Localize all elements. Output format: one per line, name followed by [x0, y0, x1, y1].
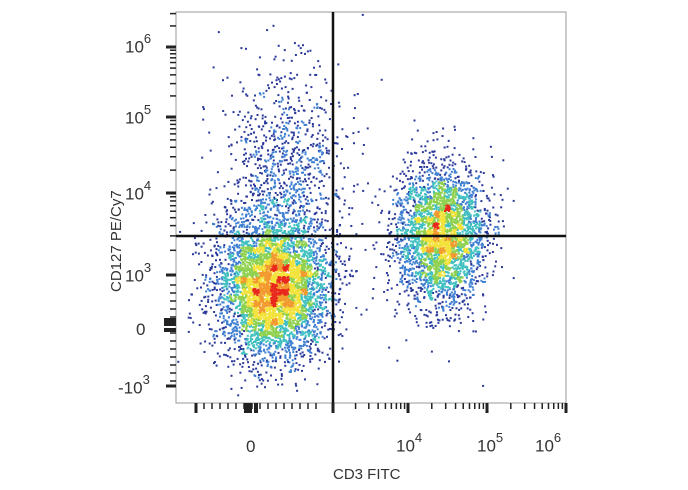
plot-frame	[175, 11, 567, 404]
y-axis-ticks	[164, 12, 176, 388]
y-tick-1e4: 104	[125, 178, 152, 204]
event-dots	[177, 13, 515, 397]
y-tick-1e6: 106	[125, 31, 152, 57]
x-tick-0: 0	[246, 437, 256, 456]
x-tick-1e4: 104	[396, 430, 423, 456]
x-tick-1e5: 105	[477, 430, 504, 456]
y-tick-neg-1e3: -103	[118, 372, 150, 398]
y-tick-0: 0	[136, 320, 146, 339]
x-axis-title: CD3 FITC	[333, 466, 401, 483]
y-tick-1e5: 105	[125, 102, 152, 128]
x-axis-ticks	[194, 403, 568, 413]
y-tick-1e3: 103	[125, 260, 152, 286]
x-tick-1e6: 106	[535, 430, 562, 456]
y-axis-title: CD127 PE/Cy7	[108, 190, 125, 292]
